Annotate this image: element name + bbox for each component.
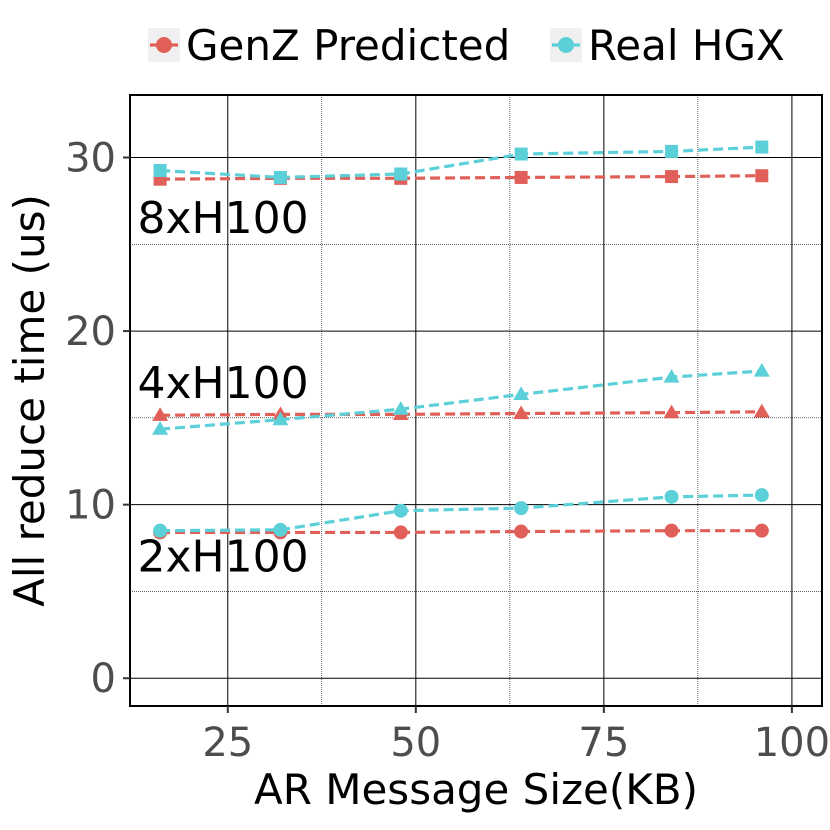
x-tick-label: 25 xyxy=(202,720,253,766)
group-label-4xh100: 4xH100 xyxy=(138,358,309,409)
data-point xyxy=(273,522,288,537)
data-point xyxy=(393,525,408,540)
data-point xyxy=(152,421,169,435)
data-point xyxy=(753,403,770,418)
data-point xyxy=(755,169,769,183)
y-tick-label: 0 xyxy=(91,656,116,702)
legend-item: Real HGX xyxy=(550,21,785,70)
data-point xyxy=(153,523,168,538)
data-point xyxy=(392,401,409,415)
legend-label: Real HGX xyxy=(588,21,785,70)
legend: GenZ Predicted Real HGX xyxy=(148,21,785,70)
series-real-hgx-8xh100 xyxy=(153,140,769,184)
data-point xyxy=(514,501,529,516)
series-line xyxy=(159,145,762,180)
series-real-hgx-2xh100 xyxy=(153,488,769,538)
y-tick-label: 10 xyxy=(65,483,116,529)
data-point xyxy=(665,144,679,158)
series-line xyxy=(160,529,762,535)
x-tick-label: 75 xyxy=(578,720,629,766)
data-point xyxy=(753,362,770,377)
data-point xyxy=(663,404,680,419)
series-genz-predicted-8xh100 xyxy=(153,169,769,186)
data-point xyxy=(514,147,528,161)
data-point xyxy=(273,170,287,184)
series-line xyxy=(159,369,762,431)
data-point xyxy=(272,411,289,426)
plot-frame xyxy=(129,94,823,707)
x-tick-label: 50 xyxy=(390,720,441,766)
data-point xyxy=(664,489,679,504)
series-line xyxy=(160,493,762,533)
grid xyxy=(130,95,822,706)
series-genz-predicted-4xh100 xyxy=(152,403,770,421)
x-tick-label: 100 xyxy=(754,720,830,766)
data-point xyxy=(665,170,679,184)
data-point xyxy=(394,167,408,181)
legend-item: GenZ Predicted xyxy=(148,21,510,70)
x-axis-title: AR Message Size(KB) xyxy=(254,765,698,814)
legend-key-marker xyxy=(156,37,172,53)
series-real-hgx-4xh100 xyxy=(152,362,770,435)
axis-ticks: 25 50 75 100 0 10 20 30 xyxy=(65,135,830,766)
group-label-2xh100: 2xH100 xyxy=(138,532,309,583)
y-tick-label: 20 xyxy=(65,309,116,355)
group-labels: 8xH100 4xH100 2xH100 xyxy=(138,193,309,582)
data-point xyxy=(153,164,167,178)
data-point xyxy=(754,488,769,503)
data-point xyxy=(755,140,769,154)
data-point xyxy=(664,523,679,538)
data-point xyxy=(754,523,769,538)
series-line xyxy=(160,410,762,417)
group-label-8xh100: 8xH100 xyxy=(138,193,309,244)
data-point xyxy=(152,407,169,421)
series-line xyxy=(160,174,762,181)
data-point xyxy=(393,503,408,518)
data-point xyxy=(514,170,528,184)
y-axis-title: All reduce time (us) xyxy=(5,194,54,607)
data-point xyxy=(513,405,530,420)
data-point xyxy=(514,524,529,539)
data-point xyxy=(663,369,680,383)
series-lines xyxy=(152,140,770,540)
data-point xyxy=(513,386,530,401)
legend-label: GenZ Predicted xyxy=(186,21,510,70)
legend-key-marker xyxy=(558,37,574,53)
y-tick-label: 30 xyxy=(65,135,116,181)
